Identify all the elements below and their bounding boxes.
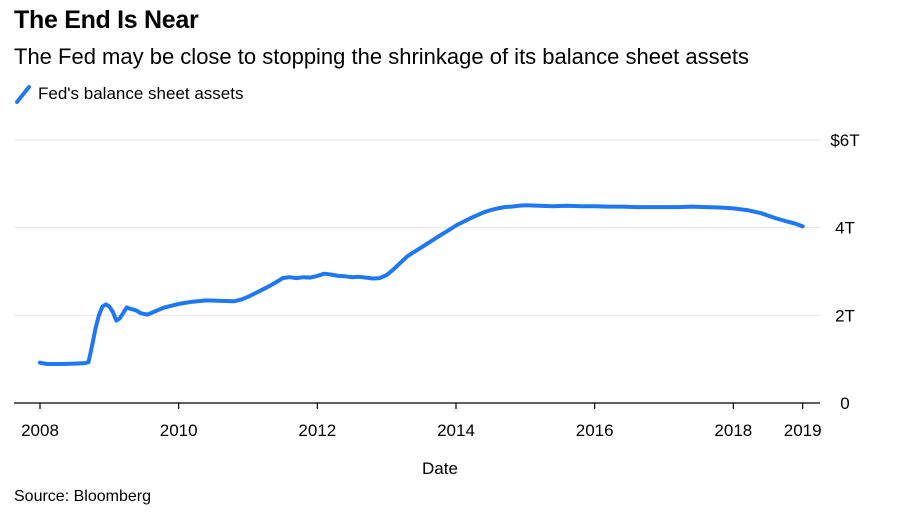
gridlines: [14, 139, 820, 316]
source-note: Source: Bloomberg: [14, 488, 151, 505]
x-tick-label: 2008: [21, 421, 59, 440]
legend-label: Fed's balance sheet assets: [38, 84, 244, 103]
legend-swatch-icon: [15, 85, 31, 104]
y-tick-label: 0: [840, 394, 849, 413]
x-tick-label: 2019: [784, 421, 822, 440]
x-tick-label: 2012: [298, 421, 336, 440]
series-layer: [38, 203, 805, 366]
x-axis-title: Date: [422, 459, 458, 478]
x-tick-label: 2014: [437, 421, 475, 440]
legend: Fed's balance sheet assets: [14, 83, 243, 105]
x-tick-label: 2018: [714, 421, 752, 440]
x-tick-label: 2010: [160, 421, 198, 440]
chart-title: The End Is Near: [14, 6, 199, 34]
chart-subtitle: The Fed may be close to stopping the shr…: [14, 44, 749, 69]
y-axis: 0 2T 4T $6T: [830, 131, 859, 413]
y-tick-label: 4T: [835, 219, 855, 238]
x-tick-label: 2016: [576, 421, 614, 440]
series-line-0: [38, 203, 805, 366]
x-axis: 2008 2010 2012 2014 2016 2018 2019: [14, 402, 822, 440]
y-tick-label: $6T: [830, 131, 859, 150]
y-tick-label: 2T: [835, 306, 855, 325]
